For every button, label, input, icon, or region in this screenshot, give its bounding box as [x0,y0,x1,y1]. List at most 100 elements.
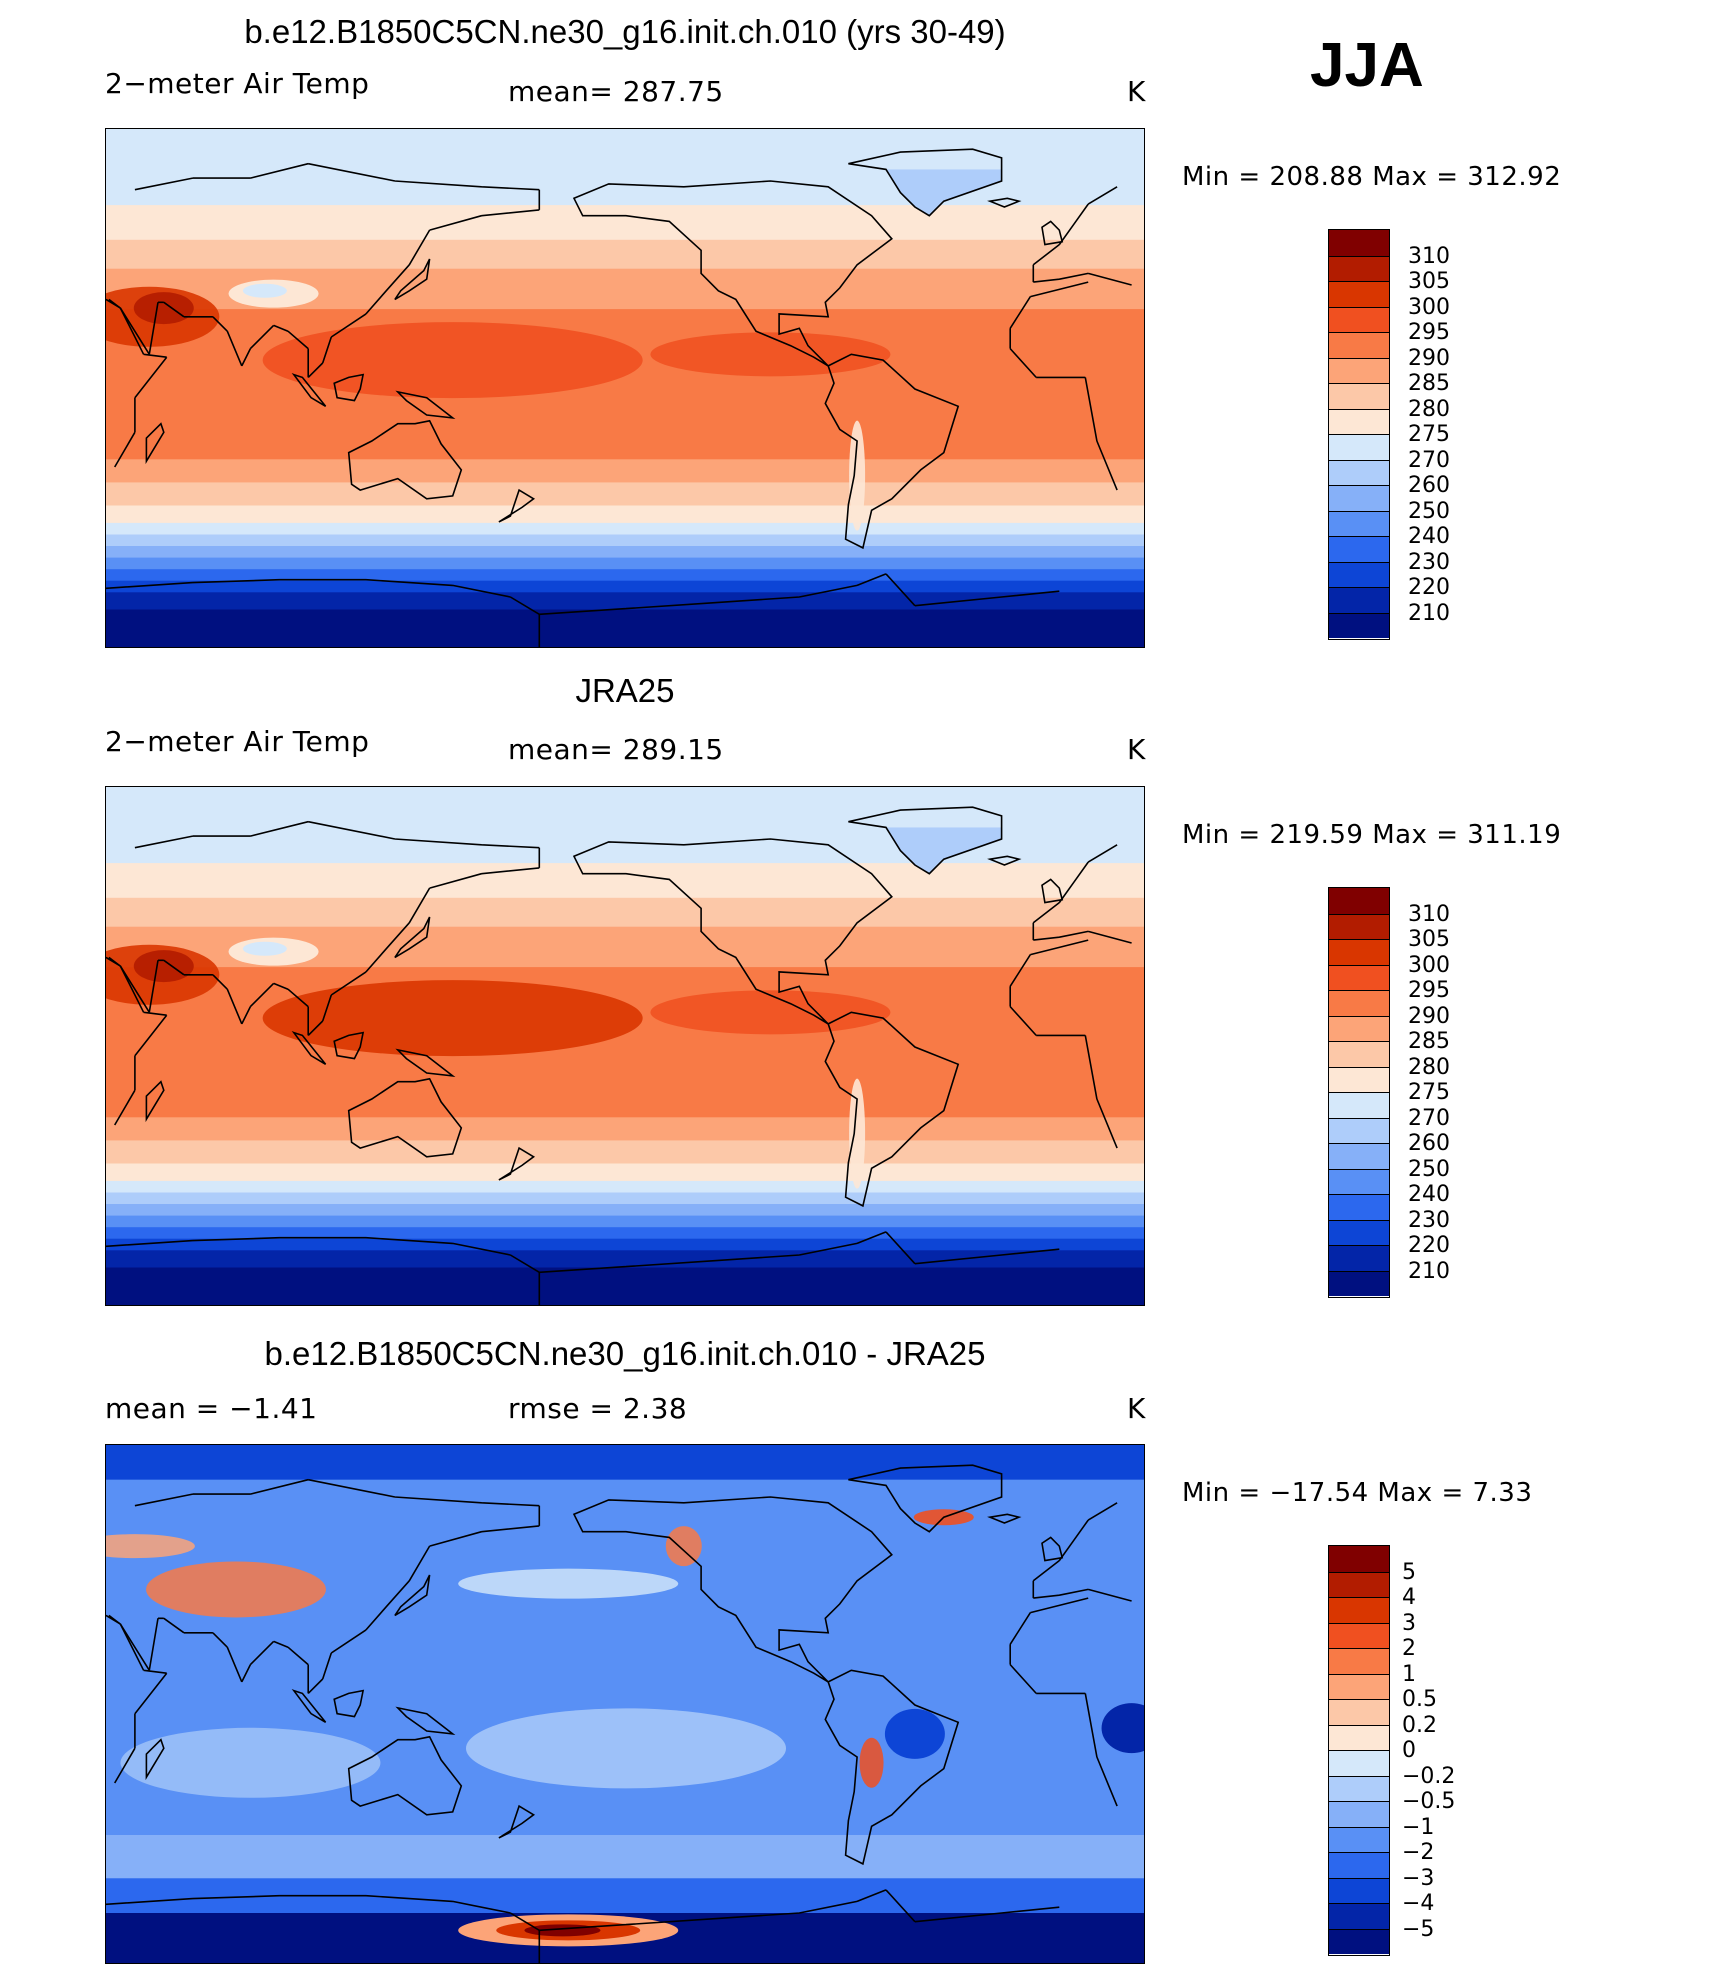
colorbar [1328,229,1390,640]
temperature-map [105,128,1145,648]
colorbar-swatch [1329,485,1389,511]
colorbar-label: 285 [1408,1029,1450,1054]
coastline [145,422,165,465]
coastline [498,1146,536,1181]
colorbar-label: −3 [1402,1865,1435,1891]
coastline [333,1689,365,1718]
colorbar-label: 2 [1402,1636,1416,1661]
colorbar-label: 285 [1408,371,1450,396]
coastline [572,838,893,1025]
colorbar-swatch [1329,1597,1389,1623]
colorbar-label: 220 [1408,1233,1450,1258]
colorbar-label: 0 [1402,1738,1416,1763]
colorbar-swatch [1329,561,1389,587]
colorbar-label: 270 [1408,447,1450,473]
coastline [291,373,327,407]
map-canvas [106,787,1144,1305]
coastline [291,1689,327,1723]
colorbar-swatch [1329,1092,1389,1118]
colorbar-swatch [1329,230,1389,256]
units-label: K [1127,75,1146,108]
colorbar-label: 5 [1402,1559,1416,1585]
variable-label: 2−meter Air Temp [105,725,370,758]
coastline [987,1513,1022,1524]
colorbar-swatch [1329,408,1389,434]
mean-label: mean= 289.15 [508,733,724,766]
coastline [395,390,456,420]
colorbar-label: 305 [1408,269,1450,294]
colorbar-swatch [1329,1903,1389,1929]
colorbar-label: 310 [1408,901,1450,927]
colorbar-label: 300 [1408,952,1450,978]
coastline [291,1031,327,1065]
colorbar-label: 250 [1408,498,1450,524]
coastline [145,1738,165,1781]
colorbar-label: −5 [1402,1916,1435,1942]
colorbar-swatch [1329,1143,1389,1169]
colorbar-swatch [1329,1219,1389,1245]
colorbar-label: 230 [1408,549,1450,575]
coastline [106,1889,1060,1963]
colorbar-label: 275 [1408,422,1450,447]
mean-label: mean= 287.75 [508,75,724,108]
min-max-label: Min = 219.59 Max = 311.19 [1182,820,1562,850]
coastline [347,1735,463,1816]
colorbar-swatch [1329,964,1389,990]
colorbar-swatch [1329,1168,1389,1194]
colorbar-label: 280 [1408,396,1450,422]
coastline [824,1011,960,1208]
coastline [394,916,431,959]
coastline [1041,878,1064,904]
colorbar-swatch [1329,1648,1389,1674]
difference-map [105,1444,1145,1964]
colorbar-label: 300 [1408,294,1450,320]
coastline [824,353,960,550]
coastline [498,1804,536,1839]
colorbar-swatch [1329,1699,1389,1725]
coastline [824,1669,960,1866]
colorbar-label: 3 [1402,1610,1416,1636]
colorbar-label: 310 [1408,243,1450,269]
coastline [848,806,1003,875]
coastline [106,162,1132,378]
colorbar-label: 0.2 [1402,1712,1437,1738]
colorbar-label: 210 [1408,1258,1450,1284]
colorbar-swatch [1329,1724,1389,1750]
colorbar-label: 295 [1408,320,1450,345]
colorbar-label: 290 [1408,1003,1450,1029]
colorbar-label: 275 [1408,1080,1450,1105]
coastline [572,180,893,367]
colorbar-label: −2 [1402,1840,1435,1865]
panel-title: b.e12.B1850C5CN.ne30_g16.init.ch.010 (yr… [244,13,1006,50]
coastline [1041,220,1064,246]
colorbar-label: 1 [1402,1661,1416,1687]
colorbar-label: 290 [1408,345,1450,371]
colorbar-label: −1 [1402,1814,1435,1840]
colorbar-label: 240 [1408,1182,1450,1207]
colorbar-swatch [1329,536,1389,562]
coastline [333,1031,365,1060]
colorbar-label: 0.5 [1402,1687,1437,1712]
colorbar-label: 280 [1408,1054,1450,1080]
coastline [347,419,463,500]
panel-title: JRA25 [575,672,675,709]
temperature-map [105,786,1145,1306]
colorbar-label: 270 [1408,1105,1450,1131]
colorbar-swatch [1329,1826,1389,1852]
colorbar-swatch [1329,587,1389,613]
colorbar-swatch [1329,1117,1389,1143]
coastline [987,855,1022,866]
colorbar-swatch [1329,913,1389,939]
colorbar-label: −0.2 [1402,1763,1456,1789]
coastline [347,1077,463,1158]
colorbar-swatch [1329,888,1389,914]
colorbar-swatch [1329,1852,1389,1878]
colorbar-label: 230 [1408,1207,1450,1233]
season-label: JJA [1310,31,1424,100]
coastline [394,258,431,301]
colorbar-label: −4 [1402,1891,1435,1916]
colorbar-swatch [1329,1673,1389,1699]
coastline [572,1496,893,1683]
map-canvas [106,1445,1144,1963]
colorbar-label: 220 [1408,575,1450,600]
